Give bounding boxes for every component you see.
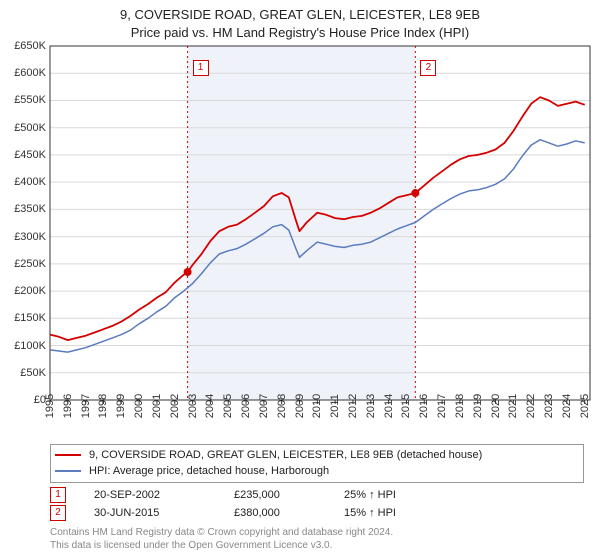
sales-row: 1 20-SEP-2002£235,00025% ↑ HPI <box>50 486 584 504</box>
x-axis-tick-label: 2004 <box>204 394 216 418</box>
sales-row-pct: 15% ↑ HPI <box>344 507 464 519</box>
sales-row-price: £235,000 <box>234 489 344 501</box>
x-axis-tick-label: 2002 <box>169 394 181 418</box>
x-axis-tick-label: 2021 <box>507 394 519 418</box>
x-axis-tick-label: 2023 <box>543 394 555 418</box>
y-axis-tick-label: £200K <box>14 285 46 297</box>
x-axis-tick-label: 2006 <box>240 394 252 418</box>
legend-text: HPI: Average price, detached house, Harb… <box>89 465 329 477</box>
chart-area: £0£50K£100K£150K£200K£250K£300K£350K£400… <box>50 46 590 400</box>
x-axis-tick-label: 2012 <box>347 394 359 418</box>
y-axis-tick-label: £600K <box>14 67 46 79</box>
x-axis-tick-label: 2016 <box>418 394 430 418</box>
x-axis-tick-label: 2009 <box>294 394 306 418</box>
footnote: Contains HM Land Registry data © Crown c… <box>50 526 393 552</box>
x-axis-tick-label: 2007 <box>258 394 270 418</box>
legend-row: 9, COVERSIDE ROAD, GREAT GLEN, LEICESTER… <box>55 447 579 463</box>
sales-row-date: 30-JUN-2015 <box>94 507 234 519</box>
footnote-line1: Contains HM Land Registry data © Crown c… <box>50 526 393 539</box>
x-axis-tick-label: 2022 <box>525 394 537 418</box>
legend-row: HPI: Average price, detached house, Harb… <box>55 463 579 479</box>
y-axis-tick-label: £50K <box>20 367 46 379</box>
x-axis-tick-label: 1995 <box>44 394 56 418</box>
x-axis-tick-label: 2010 <box>311 394 323 418</box>
legend-swatch <box>55 454 81 456</box>
sales-row-marker: 2 <box>50 505 66 521</box>
legend-swatch <box>55 470 81 472</box>
chart-title-line2: Price paid vs. HM Land Registry's House … <box>0 24 600 42</box>
x-axis-tick-label: 2013 <box>365 394 377 418</box>
legend-text: 9, COVERSIDE ROAD, GREAT GLEN, LEICESTER… <box>89 449 482 461</box>
y-axis-tick-label: £500K <box>14 122 46 134</box>
legend-box: 9, COVERSIDE ROAD, GREAT GLEN, LEICESTER… <box>50 444 584 483</box>
y-axis-tick-label: £350K <box>14 203 46 215</box>
chart-title-line1: 9, COVERSIDE ROAD, GREAT GLEN, LEICESTER… <box>0 6 600 24</box>
y-axis-tick-label: £150K <box>14 312 46 324</box>
y-axis-tick-label: £250K <box>14 258 46 270</box>
x-axis-tick-label: 2015 <box>400 394 412 418</box>
y-axis-tick-label: £100K <box>14 340 46 352</box>
x-axis-tick-label: 1996 <box>62 394 74 418</box>
x-axis-tick-label: 2008 <box>276 394 288 418</box>
sales-row-date: 20-SEP-2002 <box>94 489 234 501</box>
y-axis-tick-label: £550K <box>14 94 46 106</box>
x-axis-tick-label: 2011 <box>329 394 341 418</box>
chart-title-block: 9, COVERSIDE ROAD, GREAT GLEN, LEICESTER… <box>0 0 600 41</box>
x-axis-tick-label: 2005 <box>222 394 234 418</box>
x-axis-tick-label: 1998 <box>97 394 109 418</box>
sales-row-marker: 1 <box>50 487 66 503</box>
sales-table: 1 20-SEP-2002£235,00025% ↑ HPI 2 30-JUN-201… <box>50 486 584 522</box>
x-axis-tick-label: 2014 <box>383 394 395 418</box>
x-axis-tick-label: 1997 <box>80 394 92 418</box>
y-axis-tick-label: £650K <box>14 40 46 52</box>
y-axis-tick-label: £300K <box>14 231 46 243</box>
sales-row: 2 30-JUN-2015£380,00015% ↑ HPI <box>50 504 584 522</box>
y-axis-tick-label: £400K <box>14 176 46 188</box>
x-axis-tick-label: 2000 <box>133 394 145 418</box>
y-axis-tick-label: £450K <box>14 149 46 161</box>
sales-row-price: £380,000 <box>234 507 344 519</box>
x-axis-tick-label: 2017 <box>436 394 448 418</box>
footnote-line2: This data is licensed under the Open Gov… <box>50 539 393 552</box>
x-axis-tick-label: 2024 <box>561 394 573 418</box>
sale-marker-box: 1 <box>193 60 209 76</box>
x-axis-tick-label: 2001 <box>151 394 163 418</box>
x-axis-tick-label: 2020 <box>490 394 502 418</box>
x-axis-tick-label: 2025 <box>579 394 591 418</box>
x-axis-tick-label: 2019 <box>472 394 484 418</box>
x-axis-tick-label: 1999 <box>115 394 127 418</box>
sales-row-pct: 25% ↑ HPI <box>344 489 464 501</box>
x-axis-tick-label: 2003 <box>187 394 199 418</box>
x-axis-tick-label: 2018 <box>454 394 466 418</box>
sale-marker-box: 2 <box>420 60 436 76</box>
